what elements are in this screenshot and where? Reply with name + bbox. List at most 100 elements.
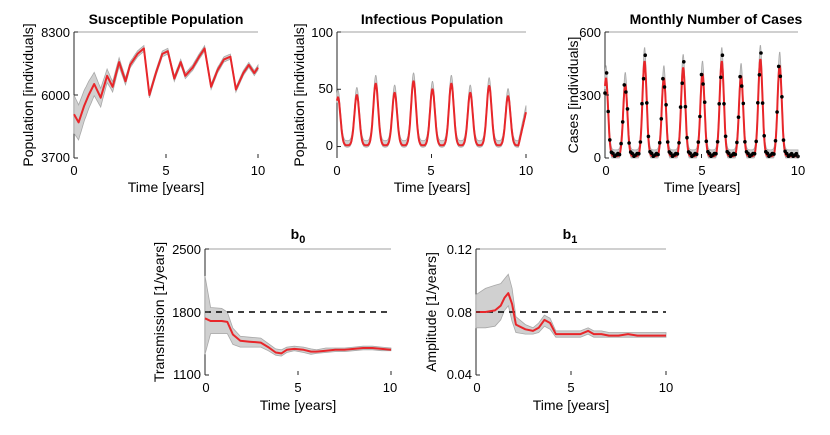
observed-point — [694, 152, 699, 157]
observed-point — [688, 151, 692, 156]
x-axis-label: Time [years] — [533, 397, 610, 413]
plot-area — [336, 31, 527, 158]
series-mean-line — [476, 292, 666, 337]
observed-point — [757, 73, 762, 77]
y-tick-label: 0.04 — [447, 367, 472, 382]
observed-point — [719, 75, 723, 80]
observed-point — [656, 152, 660, 157]
observed-point — [746, 151, 750, 156]
chart-title-subscript: 0 — [299, 234, 305, 246]
observed-point — [643, 53, 647, 57]
y-tick-label: 1100 — [173, 367, 201, 382]
panel-infectious: Infectious Population 100 50 0 0 5 10 Ti… — [291, 11, 533, 195]
observed-point — [604, 71, 609, 75]
observed-point — [603, 91, 607, 95]
x-tick-label: 0 — [602, 163, 609, 178]
observed-point — [707, 151, 712, 156]
x-tick-label: 0 — [473, 380, 480, 395]
observed-point — [784, 151, 789, 156]
observed-point — [794, 151, 799, 156]
chart-title-subscript: 1 — [571, 234, 577, 246]
plot-area — [475, 248, 667, 376]
observed-point — [645, 101, 649, 105]
observed-point — [680, 81, 684, 85]
chart-title: b1 — [563, 226, 578, 246]
uncertainty-band — [73, 44, 259, 141]
y-tick-label: 300 — [579, 88, 601, 103]
observed-point — [624, 90, 628, 94]
x-tick-label: 5 — [567, 380, 574, 395]
observed-point — [669, 151, 673, 156]
panel-b1: b1 0.12 0.08 0.04 0 5 10 Time [years] Am… — [423, 226, 673, 413]
observed-point — [717, 102, 721, 106]
observed-point — [702, 100, 707, 104]
observed-point — [762, 134, 766, 138]
y-tick-label: 2500 — [172, 242, 201, 257]
uncertainty-band — [336, 72, 527, 148]
observed-point — [778, 74, 783, 79]
observed-point — [699, 72, 704, 77]
plot-area — [603, 31, 800, 159]
x-tick-label: 5 — [427, 163, 434, 178]
observed-point — [773, 139, 778, 143]
y-axis-label: Transmission [1/years] — [151, 242, 167, 382]
chart-title: Monthly Number of Cases — [630, 11, 803, 27]
observed-point — [736, 115, 741, 119]
plot-area — [73, 31, 259, 159]
chart-title-main: b — [563, 226, 572, 242]
observed-point — [775, 110, 779, 114]
y-axis-label: Population [individuals] — [20, 23, 36, 166]
panel-cases: Monthly Number of Cases 600 300 0 0 5 10… — [565, 11, 805, 195]
x-axis-label: Time [years] — [664, 179, 741, 195]
observed-point — [756, 101, 760, 105]
observed-point — [627, 141, 631, 145]
observed-point — [760, 101, 765, 105]
observed-point — [657, 140, 662, 145]
observed-point — [617, 152, 622, 157]
observed-point — [661, 76, 665, 81]
observed-point — [646, 134, 651, 139]
y-tick-label: 1800 — [172, 305, 201, 320]
x-tick-label: 10 — [251, 163, 265, 178]
observed-point — [606, 109, 610, 114]
observed-point — [720, 53, 725, 57]
y-tick-label: 0 — [594, 150, 601, 165]
observed-point — [619, 141, 623, 146]
observed-point — [739, 84, 744, 88]
observed-point — [685, 135, 689, 140]
panel-b0: b0 2500 1800 1100 0 5 10 Time [years] Tr… — [151, 226, 397, 413]
x-axis-label: Time [years] — [260, 397, 337, 413]
observed-point — [715, 140, 720, 144]
observed-point — [752, 151, 757, 156]
observed-point — [780, 95, 784, 99]
observed-point — [620, 120, 625, 124]
observed-point — [659, 117, 664, 121]
x-tick-label: 0 — [70, 163, 77, 178]
observed-point — [741, 101, 746, 106]
observed-point — [704, 139, 709, 144]
y-tick-label: 100 — [311, 25, 333, 40]
observed-point — [611, 151, 615, 156]
y-tick-label: 8300 — [41, 25, 70, 40]
observed-point — [759, 51, 763, 55]
chart-title: Infectious Population — [361, 11, 503, 27]
observed-point — [772, 152, 776, 156]
observed-point — [738, 74, 742, 79]
y-axis-label: Amplitude [1/years] — [423, 252, 439, 372]
observed-point — [649, 151, 654, 156]
observed-point — [733, 152, 738, 157]
observed-point — [665, 140, 670, 144]
observed-point — [637, 151, 641, 156]
observed-point — [754, 139, 758, 144]
y-tick-label: 0.08 — [447, 305, 472, 320]
x-axis-label: Time [years] — [128, 179, 205, 195]
observed-point — [640, 101, 644, 106]
y-tick-label: 3700 — [41, 150, 70, 165]
chart-title-main: b — [291, 226, 300, 242]
chart-title: Susceptible Population — [89, 11, 244, 27]
x-tick-label: 10 — [659, 380, 673, 395]
y-tick-label: 0 — [326, 138, 333, 153]
observed-point — [727, 151, 731, 156]
uncertainty-band — [204, 275, 392, 357]
y-tick-label: 50 — [319, 81, 333, 96]
